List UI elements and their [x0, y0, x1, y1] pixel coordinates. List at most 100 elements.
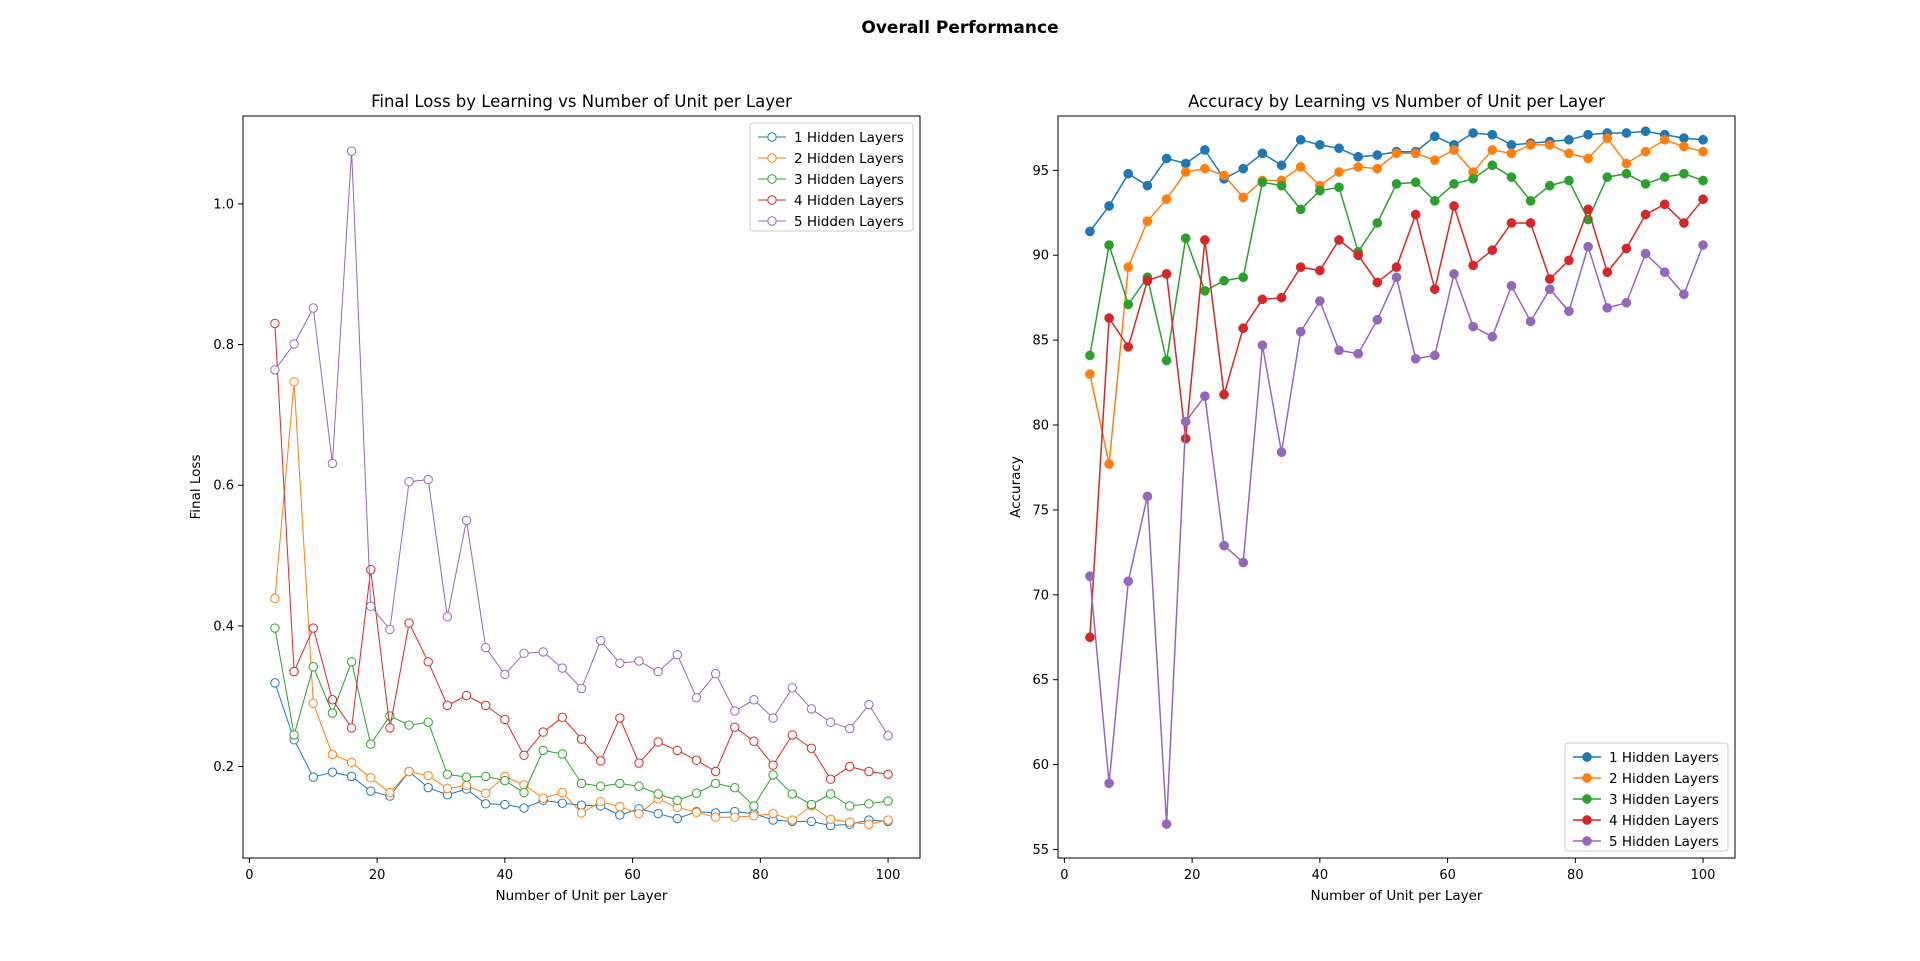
legend-marker: [767, 195, 777, 205]
data-point: [730, 812, 740, 822]
data-point: [270, 678, 280, 688]
data-point: [1161, 355, 1172, 366]
data-point: [423, 771, 433, 781]
data-point: [1506, 280, 1517, 291]
data-point: [825, 717, 836, 727]
data-point: [1640, 146, 1651, 157]
data-point: [864, 699, 874, 710]
data-point: [1257, 177, 1268, 188]
data-point: [1410, 177, 1421, 188]
data-point: [883, 796, 893, 806]
data-point: [1334, 167, 1344, 177]
data-point: [500, 669, 510, 680]
data-point: [1372, 218, 1383, 228]
data-point: [385, 787, 395, 798]
data-point: [346, 146, 357, 156]
data-point: [1525, 196, 1536, 206]
data-point: [1506, 172, 1517, 182]
data-point: [366, 601, 376, 611]
data-point: [1544, 180, 1555, 191]
legend-label: 4 Hidden Layers: [794, 193, 904, 209]
data-point: [1295, 134, 1306, 145]
data-point: [538, 727, 548, 737]
data-point: [557, 798, 568, 808]
data-point: [557, 749, 568, 759]
legend-frame: [1564, 742, 1729, 852]
x-tick-label: 40: [497, 868, 514, 883]
data-point: [576, 734, 587, 744]
data-point: [1602, 303, 1613, 313]
data-point: [1238, 323, 1249, 334]
data-point: [1410, 148, 1421, 159]
y-tick-label: 60: [1032, 758, 1049, 773]
data-point: [442, 769, 453, 780]
data-point: [1449, 179, 1459, 189]
data-point: [634, 656, 644, 666]
data-point: [1468, 128, 1478, 138]
legend-label: 5 Hidden Layers: [794, 214, 904, 230]
data-point: [423, 474, 433, 485]
data-point: [710, 812, 721, 822]
data-point: [557, 712, 568, 723]
y-tick-label: 95: [1032, 164, 1049, 179]
data-point: [557, 663, 568, 673]
data-point: [519, 787, 529, 798]
data-point: [1410, 353, 1421, 364]
data-point: [672, 745, 683, 756]
series-line: [274, 151, 889, 736]
data-point: [1200, 163, 1210, 174]
data-point: [519, 780, 529, 790]
data-point: [308, 303, 318, 313]
data-point: [691, 755, 702, 765]
data-point: [1659, 172, 1670, 182]
x-tick-label: 60: [624, 868, 641, 883]
legend-marker: [1582, 815, 1592, 825]
data-point: [595, 756, 606, 766]
data-point: [1429, 284, 1440, 295]
legend-marker: [1582, 752, 1592, 762]
data-point: [1449, 201, 1459, 211]
data-point: [1449, 145, 1459, 155]
data-point: [730, 782, 740, 793]
data-point: [1353, 162, 1364, 172]
y-tick-label: 0.2: [213, 760, 234, 775]
legend-item: 5 Hidden Layers: [758, 214, 904, 230]
series-5: [270, 146, 893, 741]
x-tick-label: 40: [1312, 868, 1329, 883]
legend: 1 Hidden Layers 2 Hidden Layers 3 Hidden L…: [749, 122, 914, 232]
data-point: [270, 593, 280, 604]
data-point: [1085, 350, 1095, 361]
data-point: [1276, 180, 1287, 191]
data-point: [1506, 218, 1517, 228]
data-point: [1104, 778, 1114, 789]
legend: 1 Hidden Layers 2 Hidden Layers 3 Hidden L…: [1564, 742, 1729, 852]
data-point: [1564, 306, 1574, 317]
data-point: [442, 783, 453, 794]
legend-item: 3 Hidden Layers: [758, 172, 904, 188]
data-point: [1564, 134, 1574, 145]
y-tick-label: 55: [1032, 843, 1049, 858]
data-point: [1487, 160, 1498, 171]
data-point: [1123, 342, 1134, 352]
data-point: [864, 799, 874, 809]
data-point: [1353, 151, 1364, 162]
data-point: [1123, 168, 1134, 179]
data-point: [500, 714, 510, 725]
data-point: [1372, 150, 1383, 160]
data-point: [825, 789, 836, 799]
data-point: [1544, 274, 1555, 284]
legend-marker: [767, 174, 777, 184]
data-point: [1506, 140, 1517, 150]
data-point: [1679, 168, 1689, 179]
data-point: [1123, 262, 1134, 272]
data-point: [1640, 248, 1651, 259]
data-point: [1104, 459, 1114, 469]
data-point: [1564, 175, 1574, 186]
data-point: [845, 761, 855, 772]
data-point: [1315, 296, 1325, 306]
data-point: [1659, 199, 1670, 210]
data-point: [634, 808, 644, 819]
data-point: [1295, 326, 1306, 337]
x-axis-label: Number of Unit per Layer: [496, 888, 668, 904]
